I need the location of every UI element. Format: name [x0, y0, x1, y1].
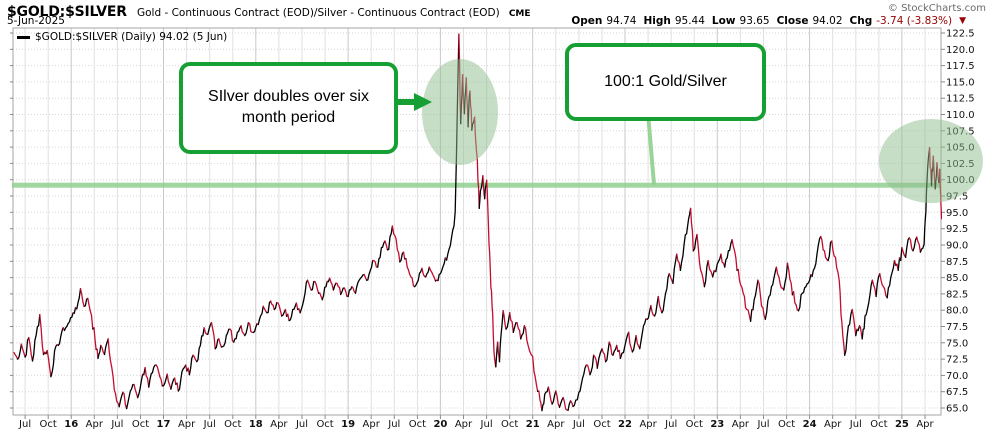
y-axis-tick-label: 77.5	[946, 322, 968, 333]
y-axis-tick-label: 75.0	[946, 338, 968, 349]
y-axis-tick-label: 80.0	[946, 306, 968, 317]
y-axis-tick-label: 70.0	[946, 371, 968, 382]
annotation-100-1-callout: 100:1 Gold/Silver	[565, 43, 766, 121]
x-axis-tick-label: Apr	[639, 419, 657, 430]
close-value: 94.02	[812, 15, 843, 27]
open-value: 94.74	[606, 15, 637, 27]
copyright-label: © StockCharts.com	[887, 3, 986, 14]
x-axis-tick-label: Jul	[387, 419, 400, 430]
x-axis-tick-label: Jul	[572, 419, 585, 430]
high-value: 95.44	[674, 15, 705, 27]
x-axis-tick-label: Oct	[870, 419, 887, 430]
y-axis-tick-label: 95.0	[946, 208, 968, 219]
chg-label: Chg	[849, 15, 873, 27]
series-legend-text: $GOLD:$SILVER (Daily) 94.02 (5 Jun)	[35, 31, 228, 43]
y-axis-tick-label: 112.5	[946, 94, 975, 105]
arrow-right-icon	[396, 93, 432, 111]
y-axis-tick-label: 82.5	[946, 289, 968, 300]
x-axis-tick-label: Jul	[849, 419, 862, 430]
y-axis-tick-label: 72.5	[946, 355, 968, 366]
open-label: Open	[571, 15, 603, 27]
x-axis-tick-label: Jul	[18, 419, 31, 430]
x-axis-tick-label: Jul	[203, 419, 216, 430]
y-axis-tick-label: 122.5	[946, 29, 975, 40]
x-axis-tick-label: Apr	[547, 419, 565, 430]
x-axis-tick-label: Jul	[110, 419, 123, 430]
x-axis-tick-label: Jul	[664, 419, 677, 430]
annotation-text-line: month period	[241, 109, 336, 126]
y-axis-tick-label: 90.0	[946, 241, 968, 252]
x-axis-tick-label: Apr	[732, 419, 750, 430]
axes: 122.5120.0117.5115.0112.5110.0107.5105.0…	[10, 27, 975, 430]
quote-summary: Open 94.74 High 95.44 Low 93.65 Close 94.02 …	[571, 15, 966, 27]
x-axis-tick-label: Jul	[480, 419, 493, 430]
x-axis-tick-label: 21	[526, 419, 540, 430]
x-axis-tick-label: Oct	[409, 419, 426, 430]
close-label: Close	[776, 15, 809, 27]
annotation-silver-doubles-callout: SIlver doubles over six month period	[179, 62, 398, 154]
low-label: Low	[711, 15, 736, 27]
y-axis-tick-label: 92.5	[946, 224, 968, 235]
highlight-ellipse-2020-spike	[422, 59, 498, 165]
x-axis-tick-label: Apr	[363, 419, 381, 430]
highlight-ellipse-2025-spike	[879, 119, 983, 203]
x-axis-tick-label: Oct	[316, 419, 333, 430]
x-axis-tick-label: Apr	[270, 419, 288, 430]
x-axis-tick-label: Apr	[455, 419, 473, 430]
x-axis-tick-label: 24	[803, 419, 817, 430]
y-axis-tick-label: 115.0	[946, 77, 975, 88]
x-axis-tick-label: Apr	[824, 419, 842, 430]
callout-connector-line	[646, 112, 656, 185]
x-axis-tick-label: Apr	[178, 419, 196, 430]
symbol-title: $GOLD:$SILVER	[7, 4, 127, 20]
x-axis-tick-label: 18	[249, 419, 263, 430]
annotation-text-line: SIlver doubles over six	[208, 88, 369, 106]
exchange-label: CME	[508, 9, 531, 19]
high-label: High	[643, 15, 671, 27]
y-axis-tick-label: 65.0	[946, 404, 968, 415]
y-axis-tick-label: 110.0	[946, 110, 975, 121]
low-value: 93.65	[739, 15, 770, 27]
y-axis-tick-label: 85.0	[946, 273, 968, 284]
x-axis-tick-label: Apr	[86, 419, 104, 430]
y-axis-tick-label: 117.5	[946, 61, 975, 72]
chart-header: $GOLD:$SILVER Gold - Continuous Contract…	[7, 1, 986, 20]
x-axis-tick-label: 19	[341, 419, 355, 430]
y-axis-tick-label: 67.5	[946, 387, 968, 398]
x-axis-tick-label: Oct	[132, 419, 149, 430]
chart-subheader: 5-Jun-2025 Open 94.74 High 95.44 Low 93.65 …	[7, 15, 966, 28]
hline-100-level	[12, 182, 941, 188]
x-axis-tick-label: Oct	[40, 419, 57, 430]
x-axis-tick-label: 23	[710, 419, 724, 430]
series-line-icon	[17, 35, 30, 39]
y-axis-tick-label: 120.0	[946, 45, 975, 56]
x-axis-tick-label: Oct	[501, 419, 518, 430]
chg-down-arrow-icon: ▼	[959, 16, 966, 26]
y-axis-tick-label: 87.5	[946, 257, 968, 268]
x-axis-tick-label: Jul	[756, 419, 769, 430]
x-axis-tick-label: Apr	[916, 419, 934, 430]
x-axis-tick-label: Oct	[593, 419, 610, 430]
x-axis-tick-label: 16	[64, 419, 78, 430]
symbol-description: Gold - Continuous Contract (EOD)/Silver …	[136, 7, 500, 19]
chg-value: -3.74 (-3.83%)	[876, 15, 953, 27]
chart-date: 5-Jun-2025	[7, 15, 65, 27]
x-axis-tick-label: Oct	[686, 419, 703, 430]
x-axis-tick-label: 17	[157, 419, 171, 430]
x-axis-tick-label: 22	[618, 419, 632, 430]
annotation-text-line: 100:1 Gold/Silver	[604, 72, 727, 90]
x-axis-tick-label: Oct	[224, 419, 241, 430]
x-axis-tick-label: Jul	[295, 419, 308, 430]
series-legend: $GOLD:$SILVER (Daily) 94.02 (5 Jun)	[17, 31, 227, 43]
x-axis-tick-label: Oct	[778, 419, 795, 430]
x-axis-tick-label: 20	[433, 419, 447, 430]
x-axis-tick-label: 25	[895, 419, 909, 430]
